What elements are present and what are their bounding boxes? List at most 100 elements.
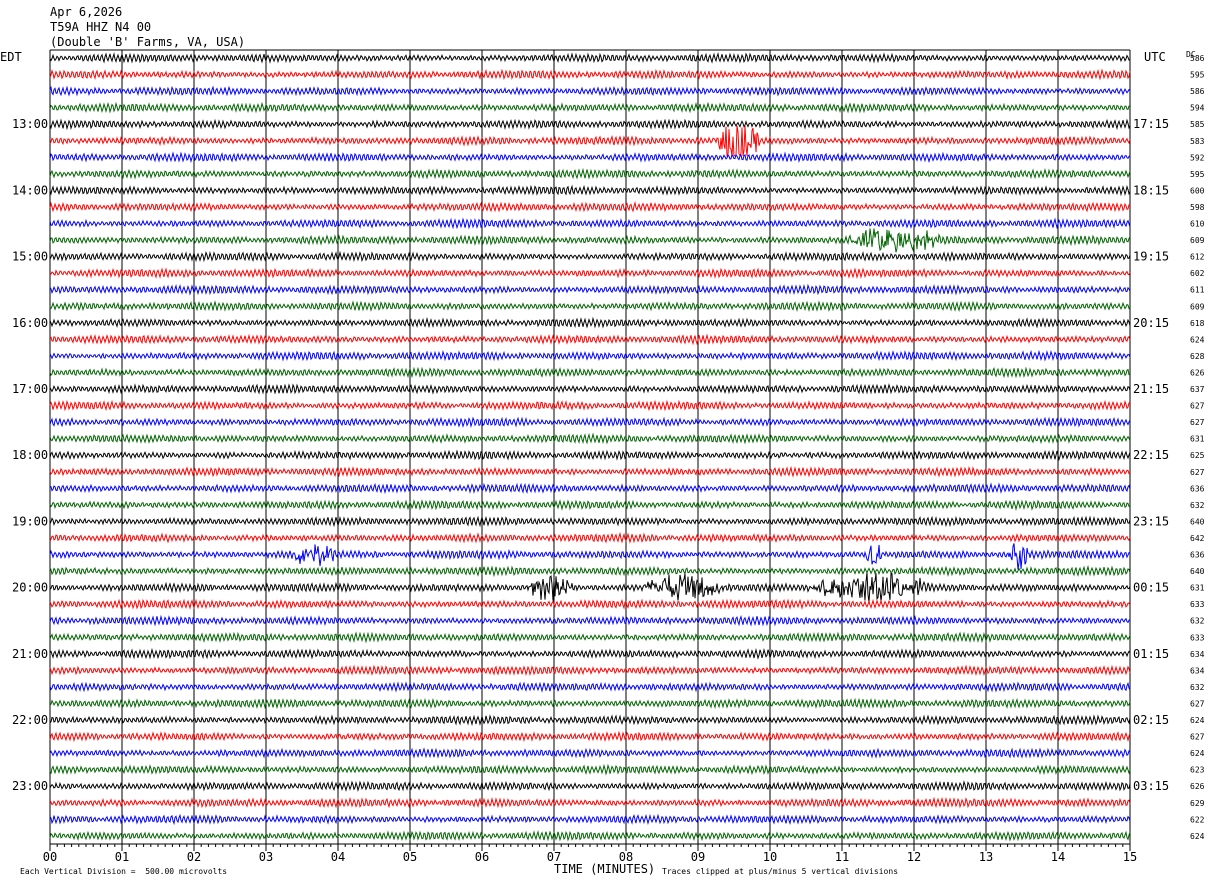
trace-38 <box>49 681 1131 693</box>
left-hour-label: 22:00 <box>12 713 48 727</box>
trace-31 <box>49 564 1131 578</box>
left-hour-label: 17:00 <box>12 382 48 396</box>
trace-18 <box>49 349 1131 362</box>
left-hour-label: 13:00 <box>12 117 48 131</box>
dc-offset-value: 627 <box>1190 699 1205 708</box>
trace-8 <box>49 184 1131 197</box>
trace-28 <box>49 515 1131 528</box>
trace-23 <box>49 432 1131 445</box>
right-hour-label: 02:15 <box>1133 713 1169 727</box>
x-tick-label: 01 <box>115 850 129 864</box>
dc-offset-value: 586 <box>1190 87 1205 96</box>
dc-offset-value: 633 <box>1190 633 1205 642</box>
right-zone-label: UTC <box>1144 50 1166 64</box>
trace-15 <box>49 300 1131 313</box>
dc-offset-value: 622 <box>1190 815 1205 824</box>
right-hour-label: 22:15 <box>1133 448 1169 462</box>
dc-offset-value: 626 <box>1190 782 1205 791</box>
trace-9 <box>49 201 1131 213</box>
x-tick-label: 12 <box>907 850 921 864</box>
dc-offset-value: 624 <box>1190 716 1205 725</box>
dc-offset-value: 634 <box>1190 666 1205 675</box>
scale-note: Each Vertical Division = 500.00 microvol… <box>20 867 228 876</box>
trace-13 <box>49 267 1131 280</box>
dc-offset-value: 625 <box>1190 451 1205 460</box>
right-hour-label: 01:15 <box>1133 647 1169 661</box>
dc-offset-value: 598 <box>1190 203 1205 212</box>
x-tick-label: 14 <box>1051 850 1065 864</box>
trace-10 <box>49 217 1131 230</box>
dc-offset-value: 631 <box>1190 435 1205 444</box>
dc-offset-value: 624 <box>1190 335 1205 344</box>
trace-4 <box>49 118 1131 131</box>
trace-35 <box>49 631 1131 644</box>
trace-43 <box>49 763 1131 776</box>
header-date: Apr 6,2026 <box>50 5 123 19</box>
trace-22 <box>49 416 1131 428</box>
trace-12 <box>49 250 1131 263</box>
trace-27 <box>49 499 1131 511</box>
dc-offset-value: 612 <box>1190 253 1205 262</box>
trace-36 <box>49 647 1131 660</box>
dc-offset-value: 585 <box>1190 120 1205 129</box>
left-hour-label: 21:00 <box>12 647 48 661</box>
left-hour-label: 23:00 <box>12 779 48 793</box>
dc-offset-value: 627 <box>1190 468 1205 477</box>
dc-offset-value: 611 <box>1190 286 1205 295</box>
right-hour-label: 18:15 <box>1133 183 1169 197</box>
right-hour-label: 23:15 <box>1133 514 1169 528</box>
dc-offset-value: 629 <box>1190 799 1205 808</box>
seismic-traces <box>49 52 1131 842</box>
x-tick-label: 13 <box>979 850 993 864</box>
left-zone-label: EDT <box>0 50 22 64</box>
dc-offset-value: 642 <box>1190 534 1205 543</box>
dc-offset-value: 637 <box>1190 385 1205 394</box>
dc-offset-value: 627 <box>1190 418 1205 427</box>
dc-offset-value: 609 <box>1190 236 1205 245</box>
dc-offset-value: 595 <box>1190 170 1205 179</box>
trace-41 <box>49 730 1131 743</box>
x-tick-label: 06 <box>475 850 489 864</box>
x-tick-label: 15 <box>1123 850 1137 864</box>
clip-note: Traces clipped at plus/minus 5 vertical … <box>662 867 899 876</box>
dc-offset-value: 636 <box>1190 484 1205 493</box>
trace-29 <box>49 531 1131 544</box>
right-hour-label: 17:15 <box>1133 117 1169 131</box>
dc-label: DC <box>1186 50 1196 59</box>
dc-offset-value: 626 <box>1190 368 1205 377</box>
right-hour-label: 03:15 <box>1133 779 1169 793</box>
hour-labels: 13:00 14:00 15:00 16:00 17:00 18:00 19:00 20:00… <box>12 117 1169 793</box>
trace-37 <box>49 664 1131 677</box>
trace-33 <box>49 598 1131 610</box>
dc-offset-value: 640 <box>1190 517 1205 526</box>
dc-offset-value: 628 <box>1190 352 1205 361</box>
dc-offset-value: 632 <box>1190 617 1205 626</box>
dc-offset-value: 583 <box>1190 137 1205 146</box>
trace-5 <box>49 125 1131 158</box>
trace-46 <box>49 813 1131 826</box>
dc-offset-value: 594 <box>1190 104 1205 113</box>
trace-21 <box>49 399 1131 412</box>
right-hour-label: 21:15 <box>1133 382 1169 396</box>
left-hour-label: 15:00 <box>12 250 48 264</box>
trace-7 <box>49 167 1131 180</box>
trace-1 <box>49 68 1131 81</box>
trace-0 <box>49 52 1131 64</box>
trace-16 <box>49 316 1131 329</box>
dc-offset-value: 627 <box>1190 733 1205 742</box>
trace-42 <box>49 747 1131 759</box>
x-tick-label: 02 <box>187 850 201 864</box>
x-tick-label: 03 <box>259 850 273 864</box>
dc-offset-value: 609 <box>1190 302 1205 311</box>
dc-offset-value: 624 <box>1190 749 1205 758</box>
x-tick-label: 04 <box>331 850 345 864</box>
dc-offset-value: 623 <box>1190 766 1205 775</box>
dc-offset-value: 602 <box>1190 269 1205 278</box>
x-tick-label: 07 <box>547 850 561 864</box>
dc-offset-value: 632 <box>1190 683 1205 692</box>
x-tick-label: 11 <box>835 850 849 864</box>
left-hour-label: 14:00 <box>12 183 48 197</box>
x-tick-label: 08 <box>619 850 633 864</box>
x-axis: 00 01 02 03 04 05 06 07 08 09 10 11 12 13 14 15 <box>43 844 1137 864</box>
